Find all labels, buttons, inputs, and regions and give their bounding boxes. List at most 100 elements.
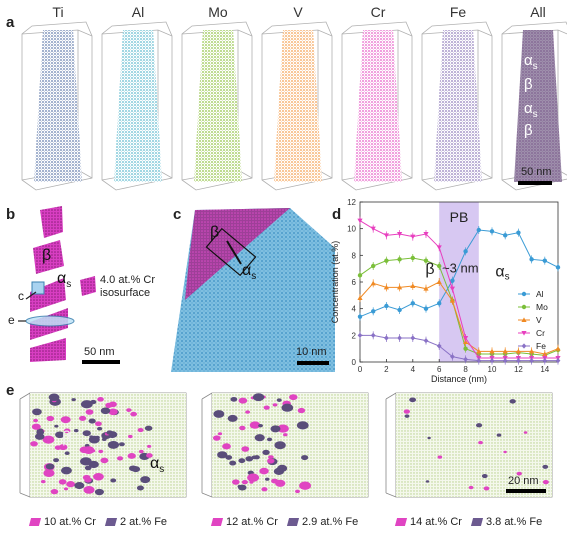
precipitate-cluster xyxy=(230,396,238,402)
precipitate-cluster xyxy=(130,411,138,417)
precipitate-cluster xyxy=(73,428,79,433)
precipitate-cluster xyxy=(478,440,483,445)
cr-swatch xyxy=(210,518,224,526)
precipitate-cluster xyxy=(259,467,269,475)
precipitate-cluster xyxy=(258,423,263,428)
y-tick-label: 6 xyxy=(352,278,357,287)
data-point xyxy=(437,301,442,306)
precipitate-cluster xyxy=(95,421,102,427)
precipitate-cluster xyxy=(475,423,483,428)
panel-d-label: d xyxy=(332,206,342,223)
scalebar-c-bar xyxy=(297,361,329,365)
data-point xyxy=(357,314,363,319)
panel-c-label: c xyxy=(173,206,182,223)
precipitate-cluster xyxy=(80,457,92,466)
data-point xyxy=(516,358,521,364)
precipitate-cluster xyxy=(55,431,65,439)
element-label-fe: Fe xyxy=(449,4,467,20)
precipitate-cluster xyxy=(296,421,309,430)
precipitate-cluster xyxy=(299,481,312,490)
data-point xyxy=(521,331,527,336)
element-label-cr: Cr xyxy=(370,4,386,20)
data-point xyxy=(521,291,527,297)
data-point xyxy=(410,255,415,261)
precipitate-cluster xyxy=(301,455,309,461)
precipitate-cluster xyxy=(33,418,39,423)
precipitate-cluster xyxy=(34,433,45,440)
precipitate-cluster xyxy=(516,471,522,476)
data-point xyxy=(555,358,561,364)
precipitate-cluster xyxy=(126,408,132,412)
precipitate-cluster xyxy=(237,484,243,489)
data-point xyxy=(371,263,376,269)
precipitate-cluster xyxy=(106,430,113,435)
precipitate-cluster xyxy=(54,424,59,428)
apt-map-fe xyxy=(421,21,493,191)
precipitate-cluster xyxy=(82,430,91,437)
element-label-v: V xyxy=(293,4,303,20)
precipitate-cluster xyxy=(266,437,273,442)
precipitate-cluster xyxy=(40,479,46,484)
data-point xyxy=(521,304,527,310)
precipitate-cluster xyxy=(46,415,55,422)
data-point xyxy=(397,232,403,237)
precipitate-cluster xyxy=(84,477,92,483)
precipitate-cluster xyxy=(63,487,69,491)
precipitate-cluster xyxy=(66,481,76,488)
precipitate-cluster xyxy=(542,480,549,485)
precipitate-cluster xyxy=(32,408,42,416)
isosurface-legend-3: 14 at.% Cr 3.8 at.% Fe xyxy=(394,516,542,528)
precipitate-cluster xyxy=(58,479,67,485)
precipitate-cluster xyxy=(85,409,94,415)
element-label-ti: Ti xyxy=(52,4,64,20)
beta-label-c: β xyxy=(210,224,220,241)
data-point xyxy=(423,306,429,311)
isosurface-legend-text: 4.0 at.% Cr isosurface xyxy=(100,274,155,300)
precipitate-cluster xyxy=(261,487,268,492)
precipitate-cluster xyxy=(249,421,261,429)
cr-legend-text: 14 at.% Cr xyxy=(410,516,462,528)
precipitate-cluster xyxy=(118,442,125,447)
data-point xyxy=(357,332,363,338)
precipitate-cluster xyxy=(61,466,72,475)
precipitate-cluster xyxy=(108,408,118,416)
precipitate-cluster xyxy=(107,440,120,449)
precipitate-cluster xyxy=(275,479,286,487)
precipitate-cluster xyxy=(93,472,104,481)
precipitate-cluster xyxy=(254,434,265,442)
precipitate-cluster xyxy=(98,449,104,454)
beta-label-e: β xyxy=(62,429,72,446)
data-point xyxy=(503,233,508,238)
precipitate-cluster xyxy=(100,457,109,464)
apt-map-mo xyxy=(181,21,253,191)
precipitate-cluster xyxy=(140,476,151,484)
precipitate-cluster xyxy=(241,446,250,452)
roi-c-box xyxy=(31,281,45,295)
precipitate-cluster xyxy=(509,399,516,404)
data-point xyxy=(542,258,547,263)
roi-e-disk xyxy=(25,315,75,327)
data-point xyxy=(542,358,548,364)
precipitate-cluster xyxy=(437,455,443,459)
data-point xyxy=(423,232,429,237)
panel-b-reconstruction xyxy=(18,206,120,364)
data-point xyxy=(410,234,416,240)
data-point xyxy=(357,218,363,224)
precipitate-cluster xyxy=(80,400,93,409)
scalebar-e-text: 20 nm xyxy=(508,475,539,487)
data-point xyxy=(397,257,402,262)
data-point xyxy=(370,332,376,338)
precipitate-cluster xyxy=(213,410,225,418)
precipitate-cluster xyxy=(263,405,270,410)
precipitate-cluster xyxy=(277,424,289,433)
panel-c-slice xyxy=(171,208,335,372)
x-tick-label: 2 xyxy=(384,365,389,374)
precipitate-cluster xyxy=(36,428,44,434)
precipitate-cluster xyxy=(43,469,55,478)
isosurface-volume-2 xyxy=(201,392,369,498)
data-point xyxy=(410,283,416,288)
x-tick-label: 10 xyxy=(488,365,497,374)
cr-swatch xyxy=(28,518,42,526)
panel-a: Ti Al Mo V Cr Fe All αs β αs β 50 nm xyxy=(0,0,567,195)
x-tick-label: 12 xyxy=(514,365,523,374)
